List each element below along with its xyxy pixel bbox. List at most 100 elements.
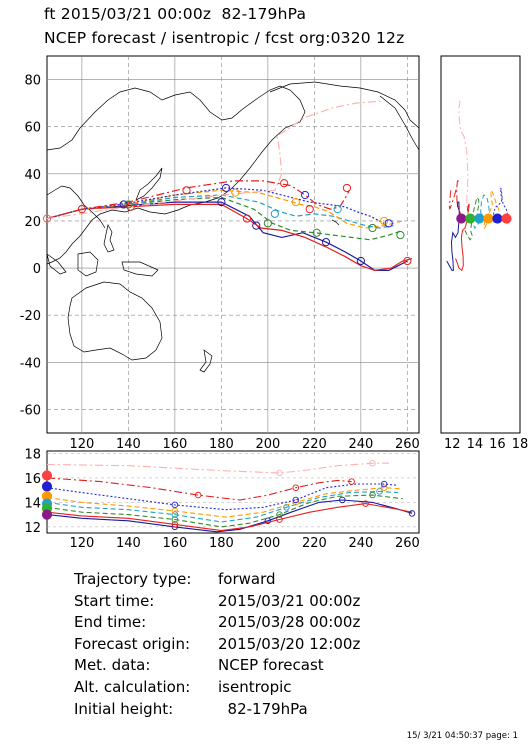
trajectory-marker [291,197,300,207]
page-footer: 15/ 3/21 04:50:37 page: 1 [406,731,518,741]
height-start-marker [41,470,53,481]
x-tick-label: 260 [395,437,420,452]
info-row: End time: 2015/03/28 00:00z [74,613,361,632]
height-trajectory-marker [171,511,179,518]
trajectory-marker [321,238,331,247]
trajectory-marker [221,183,231,193]
height-trajectory-line-4 [46,490,399,523]
height-trajectory-line-1 [46,499,413,533]
height-trajectory-marker [194,491,202,499]
trajectory-marker [42,214,52,223]
trajectory-marker [356,256,365,266]
height-trajectory-line-8 [46,462,389,474]
height-x-tick-label: 120 [69,536,94,551]
trajectory-marker [342,183,352,193]
trajectory-marker [119,200,128,209]
side-trajectory-line [458,100,470,219]
height-trajectory-marker [264,517,272,525]
height-trajectory-line-6 [46,483,399,511]
trajectory-line-7 [46,180,350,220]
coastlines [46,81,420,373]
trajectory-marker [368,223,377,233]
trajectory-marker [384,219,393,228]
trajectory-line-8 [46,100,385,220]
y-tick-label: 40 [24,168,41,183]
height-trajectory-marker [171,507,179,515]
coast-japan [135,167,163,201]
height-trajectory-line-7 [46,477,352,501]
height-trajectory-marker [408,510,416,517]
trajectory-marker [242,214,252,223]
height-y-tick-label: 16 [24,472,41,487]
side-start-marker [474,213,485,224]
side-start-marker [501,213,512,224]
height-trajectory-marker [276,511,283,518]
height-trajectory-line-5 [46,487,403,518]
y-tick-label: 20 [24,215,41,230]
height-start-marker [41,481,53,492]
trajectory-marker [182,186,191,195]
coast-hawaii [331,219,340,226]
vertical-side-panel: 12 14 16 18 [440,55,529,452]
x-tick-label: 160 [162,437,187,452]
height-x-tick-label: 180 [209,536,234,551]
coast-australia [67,281,163,361]
info-row: Trajectory type: forward [74,570,276,588]
height-trajectory-marker [292,496,300,504]
height-trajectory-marker [362,500,369,507]
height-trajectory-marker [369,491,376,499]
height-trajectory-marker [283,504,290,511]
trajectory-marker [312,228,321,237]
trajectory-marker [396,230,405,240]
side-x-tick-label: 14 [467,437,484,452]
trajectory-line-2 [46,203,413,272]
coast-sumatra [46,253,67,275]
side-start-marker [465,213,476,224]
map-frame [46,55,420,434]
trajectory-marker [380,216,389,226]
info-row: Alt. calculation: isentropic [74,677,292,696]
y-tick-label: -60 [20,403,41,418]
side-start-marker [483,213,494,224]
trajectory-marker [126,202,135,211]
trajectory-marker [270,209,279,218]
side-trajectory-line [455,203,470,272]
height-x-tick-label: 140 [116,536,141,551]
side-trajectory-line [448,180,463,219]
coast-asia [46,85,306,265]
height-trajectory-marker [339,496,346,504]
side-x-tick-label: 18 [512,437,529,452]
coast-north-america [379,95,420,151]
trajectory-marker [263,219,272,228]
side-x-tick-label: 12 [444,437,461,452]
height-trajectory-marker [292,484,300,491]
chart-title-line-2: NCEP forecast / isentropic / fcst org:03… [44,29,405,47]
coast-alaska [269,81,420,129]
height-trajectory-marker [171,501,179,509]
trajectory-marker [300,190,310,200]
coast-new-zealand [199,349,213,373]
coast-new-guinea [121,261,159,277]
side-x-tick-label: 16 [489,437,506,452]
height-x-tick-label: 160 [162,536,187,551]
height-x-tick-label: 260 [395,536,420,551]
height-trajectory-marker [171,516,179,523]
height-trajectory-marker [292,499,300,506]
side-trajectory-line [483,188,500,230]
trajectory-marker [333,205,342,214]
side-trajectory-line [446,201,462,271]
trajectory-marker [280,179,289,188]
trajectory-marker [403,256,412,266]
x-tick-label: 180 [209,437,234,452]
x-tick-label: 140 [116,437,141,452]
trajectory-marker [305,205,314,214]
map-panel: 120 140 160 180 200 220 240 260 -60 -40 -20 0 20 40 6… [20,55,420,452]
height-trajectory-marker [348,478,355,485]
info-row: Start time: 2015/03/21 00:00z [74,591,361,610]
height-trajectory-marker [380,484,388,491]
height-x-tick-label: 240 [348,536,373,551]
x-tick-label: 240 [348,437,373,452]
info-row: Initial height: 82-179hPa [74,699,308,718]
height-trajectory-line-3 [46,494,403,528]
y-tick-label: 80 [24,74,41,89]
